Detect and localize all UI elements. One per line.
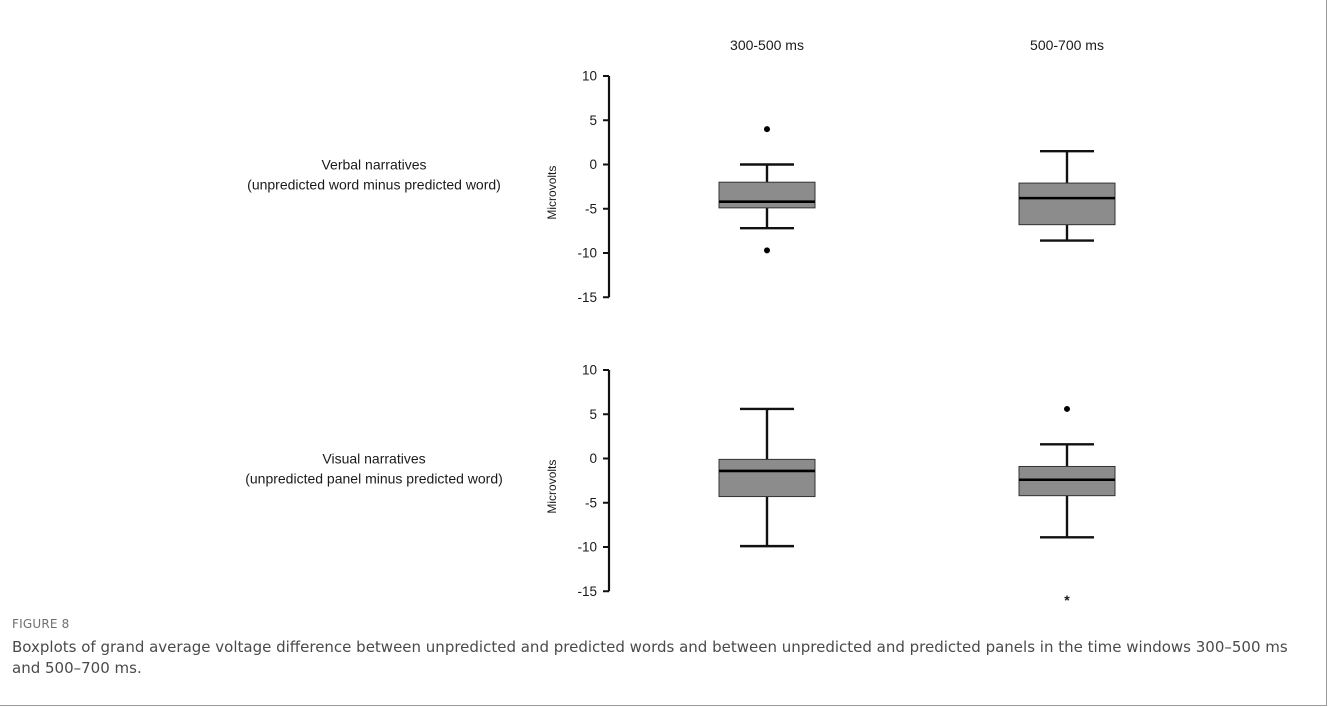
boxplot-figure: 300-500 ms 500-700 ms Verbal narratives (un… xyxy=(245,37,1116,608)
panel-label: Verbal narratives xyxy=(321,157,426,173)
iqr-box xyxy=(1018,182,1116,226)
iqr-box xyxy=(718,458,816,498)
y-tick-label: 10 xyxy=(582,363,597,378)
y-tick-label: 0 xyxy=(589,157,597,172)
outlier-dot xyxy=(764,126,770,133)
figure-caption: Boxplots of grand average voltage differ… xyxy=(12,638,1288,677)
outlier-dot xyxy=(764,247,770,254)
iqr-box xyxy=(1018,465,1116,497)
y-tick-label: 10 xyxy=(582,69,597,84)
column-header: 300-500 ms xyxy=(730,37,804,53)
panel-sublabel: (unpredicted panel minus predicted word) xyxy=(245,471,503,487)
column-header: 500-700 ms xyxy=(1030,37,1104,53)
y-axis-label: Microvolts xyxy=(545,460,559,514)
y-tick-label: -5 xyxy=(585,201,597,216)
y-tick-label: -10 xyxy=(577,540,597,555)
figure-label: FIGURE 8 xyxy=(12,617,70,631)
y-axis-label: Microvolts xyxy=(545,166,559,220)
y-tick-label: 5 xyxy=(589,407,597,422)
y-tick-label: 5 xyxy=(589,113,597,128)
y-tick-label: 0 xyxy=(589,451,597,466)
y-tick-label: -15 xyxy=(577,584,597,599)
panel-sublabel: (unpredicted word minus predicted word) xyxy=(247,177,501,193)
y-tick-label: -5 xyxy=(585,495,597,510)
y-tick-label: -10 xyxy=(577,246,597,261)
panel-label: Visual narratives xyxy=(322,451,425,467)
outlier-dot xyxy=(1064,405,1070,412)
extreme-outlier-star: * xyxy=(1064,592,1070,608)
iqr-box xyxy=(718,181,816,209)
y-tick-label: -15 xyxy=(577,290,597,305)
